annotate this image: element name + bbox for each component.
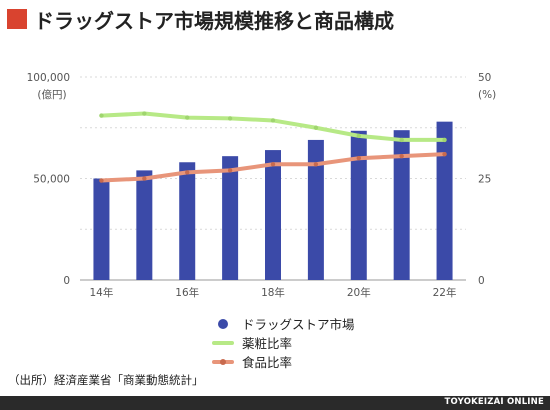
point-food-ratio (227, 168, 233, 173)
point-drug-ratio (99, 113, 104, 118)
left-axis-unit: (億円) (37, 88, 66, 101)
line-drug-ratio (99, 111, 447, 142)
point-food-ratio (356, 156, 361, 161)
bar-market (350, 130, 367, 280)
left-axis-tick-label: 100,000 (27, 72, 70, 84)
x-axis-tick-label: 18年 (261, 286, 285, 299)
legend-item-drug-ratio: 薬粧比率 (212, 333, 355, 352)
legend-line-dot (220, 358, 226, 365)
bar-market (436, 121, 453, 280)
point-food-ratio (185, 170, 190, 175)
point-drug-ratio (227, 116, 233, 121)
x-axis-tick-label: 22年 (433, 286, 457, 299)
title-marker (7, 9, 27, 29)
chart-title: ドラッグストア市場規模推移と商品構成 (34, 9, 394, 33)
right-axis-tick-label: 25 (478, 174, 491, 186)
legend-dot-symbol (212, 317, 236, 331)
point-drug-ratio (399, 137, 404, 143)
bar-market (393, 130, 410, 280)
right-axis-tick-label: 0 (478, 275, 485, 287)
point-drug-ratio (185, 115, 190, 120)
bar-market (93, 178, 110, 280)
point-food-ratio (270, 162, 276, 167)
left-axis-tick-label: 0 (63, 275, 70, 287)
legend: ドラッグストア市場 薬粧比率 食品比率 (212, 314, 355, 371)
point-drug-ratio (313, 125, 319, 130)
legend-label-market: ドラッグストア市場 (242, 317, 355, 332)
legend-label-food-ratio: 食品比率 (242, 355, 293, 370)
legend-item-market: ドラッグストア市場 (212, 314, 355, 333)
brand-label: TOYOKEIZAI ONLINE (444, 397, 544, 407)
point-drug-ratio (142, 111, 147, 116)
point-drug-ratio (356, 133, 361, 139)
x-axis-tick-label: 20年 (347, 286, 371, 299)
legend-dot (218, 318, 228, 329)
bar-market (265, 150, 281, 280)
x-axis-tick-label: 14年 (90, 286, 114, 299)
legend-item-food-ratio: 食品比率 (212, 352, 355, 371)
point-food-ratio (442, 151, 447, 157)
bar-market (136, 170, 153, 280)
right-axis-tick-label: 50 (478, 72, 491, 84)
point-drug-ratio (442, 137, 447, 143)
legend-label-drug-ratio: 薬粧比率 (242, 336, 293, 351)
source-note: （出所）経済産業省「商業動態統計」 (8, 373, 204, 387)
point-food-ratio (142, 176, 147, 181)
right-axis-unit: (%) (478, 89, 496, 101)
legend-line (212, 340, 234, 345)
point-food-ratio (399, 153, 404, 159)
x-axis-tick-label: 16年 (175, 286, 199, 299)
bar-market (307, 139, 324, 280)
point-drug-ratio (270, 118, 276, 123)
legend-line-symbol (212, 336, 236, 350)
left-axis-tick-label: 50,000 (33, 174, 70, 186)
legend-line-symbol (212, 355, 236, 369)
brand-bar: TOYOKEIZAI ONLINE (0, 396, 550, 410)
point-food-ratio (99, 178, 104, 183)
point-food-ratio (313, 162, 319, 167)
bar-market (179, 162, 196, 280)
bar-market (222, 156, 239, 280)
